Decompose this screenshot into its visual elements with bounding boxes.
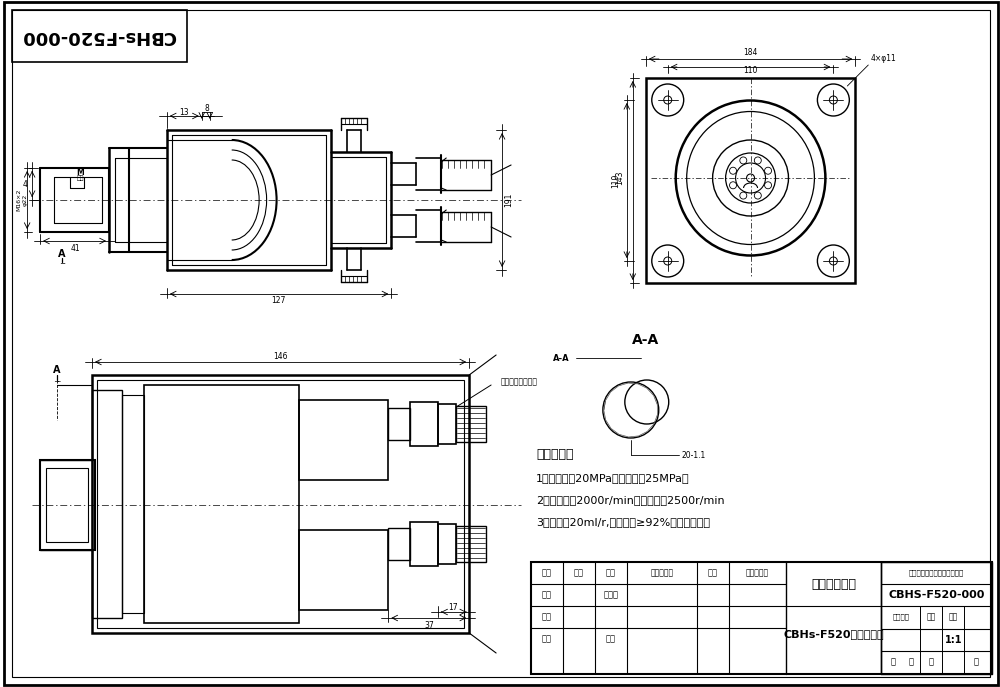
Text: 技术参数：: 技术参数：: [536, 448, 574, 461]
Text: 工艺: 工艺: [542, 635, 552, 644]
Bar: [456, 406, 486, 442]
Text: 110: 110: [743, 65, 758, 74]
Text: A-A: A-A: [553, 354, 569, 363]
Bar: [881, 562, 992, 674]
Text: M16×2
φ22: M16×2 φ22: [17, 189, 28, 211]
Text: 2、额定转速2000r/min，最高转速2500r/min: 2、额定转速2000r/min，最高转速2500r/min: [536, 495, 725, 505]
Text: ─: ─: [60, 261, 64, 267]
Text: CBHS-F520-000: CBHS-F520-000: [888, 590, 985, 600]
Bar: [122, 395, 144, 613]
Bar: [410, 522, 438, 566]
Bar: [46, 468, 88, 542]
Text: 图样标记: 图样标记: [892, 613, 909, 620]
Text: 143: 143: [615, 171, 624, 185]
Bar: [410, 402, 438, 446]
Text: 批准: 批准: [606, 635, 616, 644]
Text: 13: 13: [179, 107, 189, 117]
Bar: [438, 404, 456, 444]
Text: 页: 页: [974, 657, 979, 666]
Text: A: A: [53, 365, 61, 375]
Text: 页: 页: [909, 657, 914, 666]
Bar: [92, 390, 122, 618]
Text: M: M: [76, 168, 84, 177]
Text: 外连接尺寸图: 外连接尺寸图: [811, 578, 856, 591]
Text: 3、排量：20ml/r,容积效率≥92%，旋向：左旋: 3、排量：20ml/r,容积效率≥92%，旋向：左旋: [536, 517, 710, 527]
Text: 是数: 是数: [574, 569, 584, 578]
Text: 8: 8: [204, 104, 209, 113]
Text: 20-1.1: 20-1.1: [682, 451, 706, 460]
Text: 共: 共: [891, 657, 896, 666]
Text: 常州博华盛液压科技有限公司: 常州博华盛液压科技有限公司: [909, 570, 964, 576]
Bar: [97, 380, 464, 628]
Text: 管管: 管管: [542, 613, 552, 622]
Bar: [144, 385, 299, 623]
Text: 签名: 签名: [708, 569, 718, 578]
Text: 184: 184: [743, 47, 758, 56]
Text: A-A: A-A: [632, 333, 659, 347]
Bar: [92, 375, 469, 633]
Text: 液压软管两端接头: 液压软管两端接头: [501, 377, 538, 387]
Bar: [438, 524, 456, 564]
Text: 127: 127: [271, 295, 286, 304]
Text: 4: 4: [23, 179, 28, 188]
Bar: [388, 528, 410, 560]
Bar: [646, 78, 855, 283]
Text: 标准化: 标准化: [603, 591, 618, 600]
Text: 4×φ11: 4×φ11: [870, 54, 896, 63]
Bar: [299, 530, 388, 610]
Text: 第: 第: [929, 657, 934, 666]
Text: 分区: 分区: [606, 569, 616, 578]
Bar: [12, 10, 187, 62]
Text: 更改文件号: 更改文件号: [650, 569, 673, 578]
Text: A: A: [58, 249, 66, 259]
Text: 设计: 设计: [542, 591, 552, 600]
Text: 粗牙: 粗牙: [76, 175, 84, 181]
Text: 146: 146: [273, 352, 288, 361]
Bar: [299, 400, 388, 480]
Bar: [531, 562, 992, 674]
Text: 1、额定压力20MPa，最高压力25MPa。: 1、额定压力20MPa，最高压力25MPa。: [536, 473, 690, 483]
Text: ──: ──: [54, 379, 60, 385]
Text: 年、月、日: 年、月、日: [746, 569, 769, 578]
Text: 17: 17: [448, 603, 458, 613]
Text: 191: 191: [505, 193, 514, 207]
Text: 37: 37: [424, 620, 434, 629]
Text: 质量: 质量: [926, 613, 936, 622]
Bar: [456, 526, 486, 562]
Text: 119: 119: [611, 173, 620, 188]
Text: 1:1: 1:1: [945, 635, 962, 645]
Text: 比例: 比例: [949, 613, 958, 622]
Bar: [388, 408, 410, 440]
Text: CBHs-F520齿轮泵总成: CBHs-F520齿轮泵总成: [784, 629, 884, 639]
Bar: [40, 460, 95, 550]
Text: 41: 41: [70, 243, 80, 253]
Text: 标记: 标记: [542, 569, 552, 578]
Text: CBHs-F520-000: CBHs-F520-000: [22, 27, 176, 45]
